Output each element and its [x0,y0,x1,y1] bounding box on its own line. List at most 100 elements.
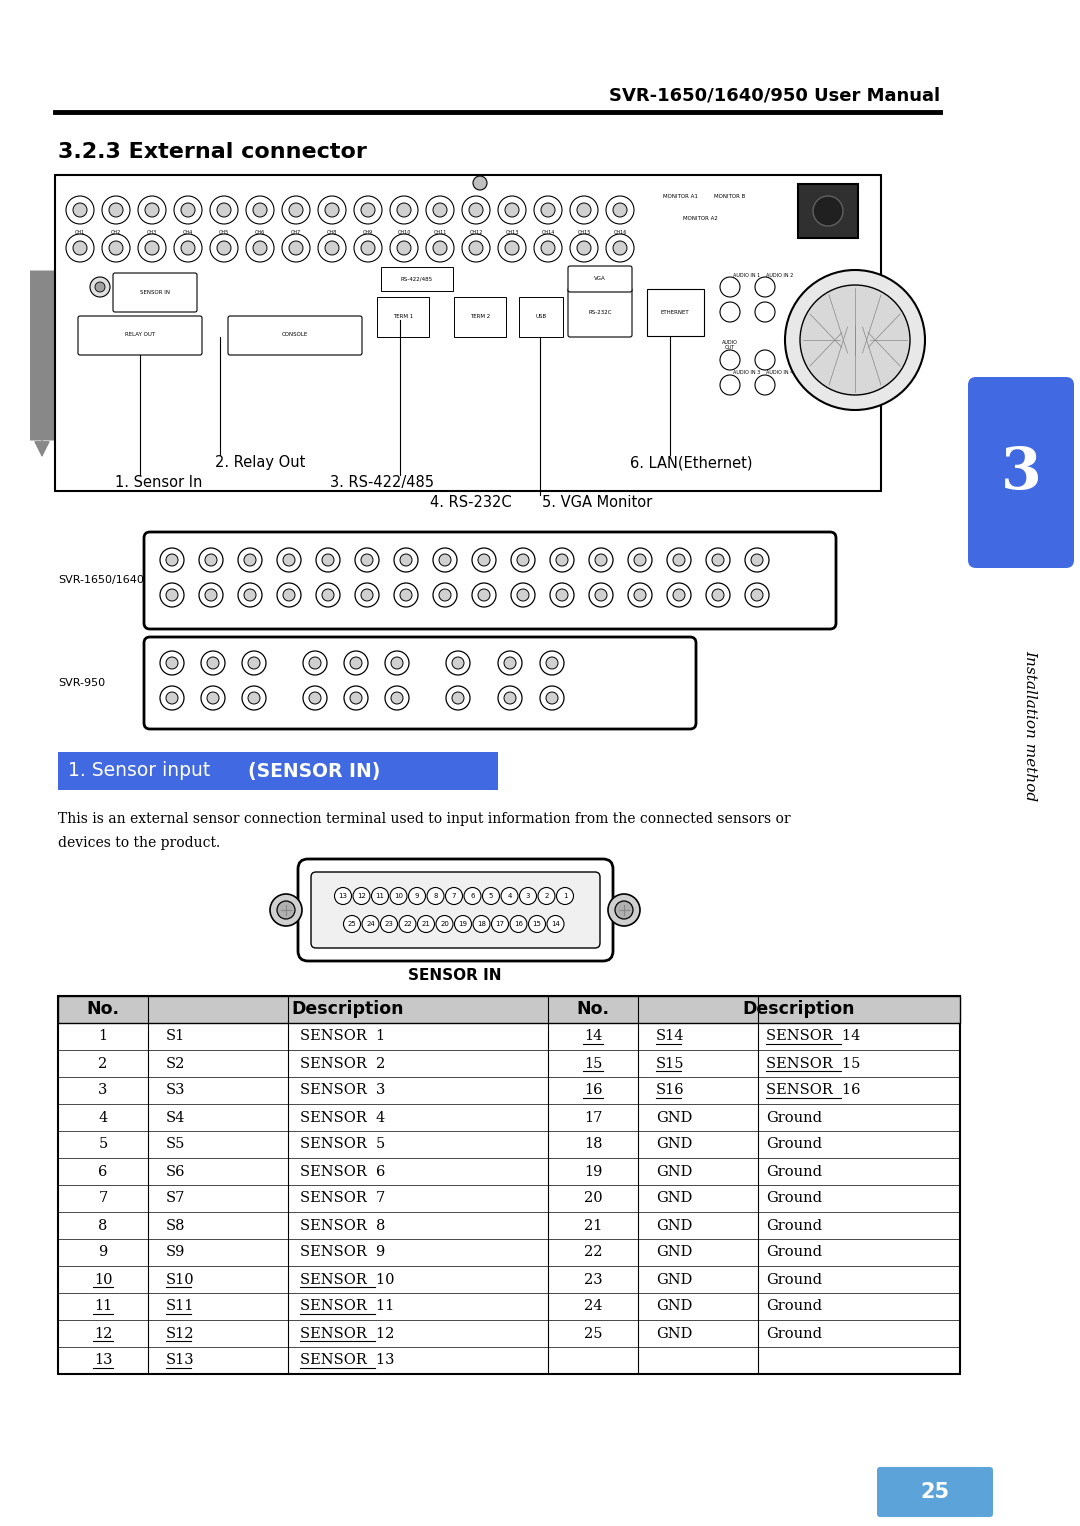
Text: 25: 25 [584,1326,603,1340]
Circle shape [595,589,607,601]
Text: MONITOR A2: MONITOR A2 [683,215,717,220]
Circle shape [712,589,724,601]
Circle shape [541,203,555,217]
Circle shape [322,589,334,601]
Circle shape [102,233,130,262]
Text: Installation method: Installation method [1023,650,1037,801]
Text: 20: 20 [440,922,449,926]
Circle shape [446,888,462,905]
Text: 24: 24 [366,922,375,926]
Circle shape [541,241,555,255]
Circle shape [472,583,496,607]
Text: CH4: CH4 [183,230,193,235]
Circle shape [498,687,522,710]
Text: S12: S12 [166,1326,194,1340]
Text: OUT: OUT [725,345,735,349]
Circle shape [540,687,564,710]
Circle shape [505,241,519,255]
Text: SENSOR  13: SENSOR 13 [300,1354,394,1367]
Circle shape [253,241,267,255]
Circle shape [242,687,266,710]
Circle shape [517,589,529,601]
Circle shape [433,241,447,255]
Text: 25: 25 [348,922,356,926]
Circle shape [426,233,454,262]
Text: S9: S9 [166,1245,186,1259]
FancyBboxPatch shape [877,1466,993,1517]
Text: SENSOR  5: SENSOR 5 [300,1137,386,1152]
Circle shape [608,894,640,926]
Text: CH12: CH12 [470,230,483,235]
Text: 8: 8 [98,1218,108,1233]
Circle shape [606,233,634,262]
Text: Description: Description [743,1001,855,1018]
Text: SENSOR  4: SENSOR 4 [300,1111,386,1125]
Circle shape [483,888,499,905]
Text: 13: 13 [338,893,348,899]
Text: 9: 9 [98,1245,108,1259]
Circle shape [473,916,490,932]
Text: 17: 17 [584,1111,603,1125]
Circle shape [361,241,375,255]
Text: SENSOR  10: SENSOR 10 [300,1273,394,1286]
Circle shape [667,583,691,607]
Text: 16: 16 [514,922,523,926]
Circle shape [546,916,564,932]
Circle shape [550,548,573,572]
Circle shape [354,195,382,224]
Circle shape [210,233,238,262]
Text: CH11: CH11 [433,230,447,235]
Circle shape [418,916,434,932]
Circle shape [556,589,568,601]
Circle shape [318,233,346,262]
Circle shape [627,583,652,607]
FancyBboxPatch shape [568,288,632,337]
Circle shape [384,687,409,710]
Circle shape [90,278,110,298]
Text: 3: 3 [98,1083,108,1097]
Circle shape [95,282,105,291]
Circle shape [394,548,418,572]
Circle shape [498,233,526,262]
Text: 17: 17 [496,922,504,926]
Circle shape [400,554,411,566]
Circle shape [109,241,123,255]
Circle shape [270,894,302,926]
Text: CH3: CH3 [147,230,157,235]
Text: S2: S2 [166,1056,186,1071]
Circle shape [384,652,409,674]
Text: Ground: Ground [766,1300,822,1314]
Circle shape [355,583,379,607]
Circle shape [174,233,202,262]
Circle shape [462,233,490,262]
Circle shape [577,241,591,255]
Text: CH2: CH2 [111,230,121,235]
Circle shape [309,691,321,703]
Circle shape [210,195,238,224]
Text: AUDIO IN 4: AUDIO IN 4 [767,369,794,375]
Circle shape [238,583,262,607]
Text: 3: 3 [1001,444,1041,501]
Circle shape [309,658,321,668]
FancyBboxPatch shape [228,316,362,356]
Circle shape [355,548,379,572]
Circle shape [755,375,775,395]
Circle shape [166,691,178,703]
Circle shape [438,589,451,601]
Text: GND: GND [656,1245,692,1259]
FancyBboxPatch shape [311,871,600,948]
Circle shape [613,241,627,255]
Circle shape [181,203,195,217]
Circle shape [217,241,231,255]
Text: 23: 23 [583,1273,603,1286]
Text: No.: No. [577,1001,609,1018]
Circle shape [145,203,159,217]
Text: SENSOR  8: SENSOR 8 [300,1218,386,1233]
Text: 25: 25 [920,1482,949,1502]
Circle shape [511,583,535,607]
Circle shape [397,203,411,217]
Text: 19: 19 [584,1164,603,1178]
Text: 16: 16 [584,1083,603,1097]
Circle shape [478,589,490,601]
Text: GND: GND [656,1326,692,1340]
